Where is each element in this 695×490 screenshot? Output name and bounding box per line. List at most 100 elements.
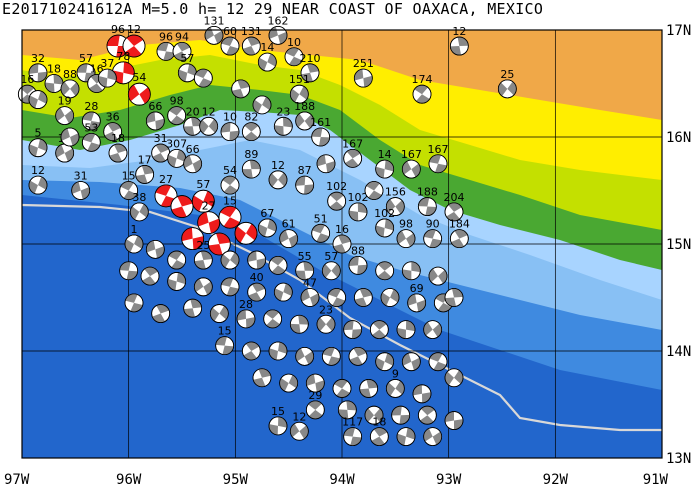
- focal-mechanism[interactable]: [343, 320, 363, 340]
- focal-mechanism[interactable]: [348, 346, 368, 366]
- focal-mechanism[interactable]: 12: [289, 410, 309, 441]
- focal-mechanism[interactable]: [231, 79, 251, 99]
- focal-mechanism[interactable]: [241, 341, 261, 361]
- focal-mechanism[interactable]: 18: [369, 416, 389, 447]
- focal-mechanism[interactable]: 88: [60, 68, 80, 99]
- focal-mechanism[interactable]: [428, 266, 448, 286]
- focal-mechanism[interactable]: 27: [197, 200, 221, 235]
- focal-mechanism[interactable]: 167: [401, 148, 422, 179]
- focal-mechanism[interactable]: [321, 346, 341, 366]
- focal-mechanism[interactable]: 90: [423, 218, 443, 249]
- focal-mechanism[interactable]: 66: [183, 143, 203, 174]
- focal-mechanism[interactable]: [423, 320, 443, 340]
- focal-mechanism[interactable]: 15: [218, 194, 242, 229]
- focal-mechanism[interactable]: 17: [135, 153, 155, 184]
- focal-mechanism[interactable]: 60: [220, 25, 240, 56]
- focal-mechanism[interactable]: [396, 320, 416, 340]
- focal-mechanism[interactable]: 18: [44, 63, 64, 93]
- focal-mechanism[interactable]: [145, 239, 165, 259]
- focal-mechanism[interactable]: 20: [183, 105, 203, 136]
- focal-mechanism[interactable]: [364, 181, 384, 200]
- focal-mechanism[interactable]: [295, 346, 315, 366]
- focal-mechanism[interactable]: [359, 379, 379, 398]
- focal-mechanism[interactable]: 1: [124, 223, 144, 254]
- focal-mechanism[interactable]: 28: [236, 298, 256, 329]
- focal-mechanism[interactable]: 98: [167, 95, 187, 125]
- focal-mechanism[interactable]: 98: [396, 218, 416, 249]
- focal-mechanism[interactable]: [181, 227, 205, 251]
- focal-mechanism[interactable]: 57: [177, 52, 197, 83]
- focal-mechanism[interactable]: [417, 405, 437, 425]
- focal-mechanism[interactable]: 161: [310, 116, 331, 147]
- focal-mechanism[interactable]: [337, 400, 357, 420]
- focal-mechanism[interactable]: 210: [300, 52, 321, 83]
- focal-mechanism[interactable]: [369, 320, 389, 340]
- focal-mechanism[interactable]: 14: [375, 148, 395, 179]
- focal-mechanism[interactable]: 19: [55, 95, 75, 125]
- focal-mechanism[interactable]: 25: [497, 68, 517, 99]
- focal-mechanism[interactable]: 57: [191, 178, 215, 213]
- focal-mechanism[interactable]: 54: [127, 71, 151, 106]
- focal-mechanism[interactable]: [140, 266, 160, 286]
- focal-mechanism[interactable]: [220, 250, 240, 270]
- focal-mechanism[interactable]: [327, 288, 347, 307]
- focal-mechanism[interactable]: [151, 304, 171, 323]
- focal-mechanism[interactable]: 15: [268, 405, 288, 436]
- focal-mechanism[interactable]: [183, 298, 203, 318]
- focal-mechanism[interactable]: 69: [407, 282, 427, 313]
- focal-mechanism[interactable]: [167, 250, 187, 270]
- focal-mechanism[interactable]: [60, 127, 80, 147]
- focal-mechanism[interactable]: 5: [28, 127, 48, 158]
- focal-mechanism[interactable]: [401, 352, 421, 372]
- focal-mechanism[interactable]: [170, 195, 194, 218]
- focal-mechanism[interactable]: 88: [348, 244, 368, 275]
- focal-mechanism[interactable]: 36: [103, 111, 123, 142]
- focal-mechanism[interactable]: 9: [385, 367, 405, 398]
- focal-mechanism[interactable]: 12: [28, 164, 48, 195]
- focal-mechanism[interactable]: [268, 341, 288, 361]
- focal-mechanism[interactable]: 117: [342, 416, 363, 447]
- focal-mechanism[interactable]: 82: [241, 111, 261, 142]
- focal-mechanism[interactable]: 174: [412, 73, 433, 104]
- focal-mechanism[interactable]: 251: [353, 57, 374, 88]
- focal-mechanism[interactable]: 151: [289, 73, 310, 104]
- focal-mechanism[interactable]: 94: [172, 30, 192, 61]
- focal-mechanism[interactable]: 25: [193, 239, 213, 270]
- focal-mechanism[interactable]: [428, 352, 448, 372]
- focal-mechanism[interactable]: 102: [348, 191, 369, 222]
- focal-mechanism[interactable]: [375, 261, 395, 281]
- focal-mechanism[interactable]: [268, 255, 288, 275]
- focal-mechanism[interactable]: [247, 250, 267, 270]
- focal-mechanism[interactable]: 12: [199, 105, 219, 136]
- focal-mechanism[interactable]: [119, 261, 139, 281]
- focal-mechanism[interactable]: 89: [241, 148, 261, 179]
- focal-mechanism[interactable]: 23: [316, 303, 336, 334]
- focal-mechanism[interactable]: [279, 373, 299, 393]
- focal-mechanism[interactable]: 55: [295, 250, 315, 281]
- focal-mechanism[interactable]: 37: [97, 57, 117, 88]
- focal-mechanism[interactable]: [193, 277, 213, 297]
- focal-mechanism[interactable]: [444, 368, 464, 388]
- focal-mechanism[interactable]: 47: [300, 277, 320, 307]
- focal-mechanism[interactable]: 23: [273, 105, 293, 136]
- focal-mechanism[interactable]: 40: [247, 271, 267, 302]
- focal-mechanism[interactable]: 10: [284, 36, 304, 67]
- focal-mechanism[interactable]: [273, 282, 293, 302]
- focal-mechanism[interactable]: [252, 95, 272, 115]
- focal-mechanism[interactable]: [289, 314, 309, 334]
- focal-mechanism[interactable]: [396, 427, 416, 447]
- focal-mechanism[interactable]: [391, 405, 411, 425]
- focal-mechanism[interactable]: 188: [417, 186, 438, 216]
- focal-mechanism[interactable]: 10: [220, 111, 240, 142]
- focal-mechanism[interactable]: 18: [108, 132, 128, 163]
- focal-mechanism[interactable]: [316, 154, 336, 174]
- focal-mechanism[interactable]: 57: [321, 250, 341, 281]
- focal-mechanism[interactable]: [167, 272, 187, 291]
- focal-mechanism[interactable]: [305, 373, 325, 393]
- focal-mechanism[interactable]: [401, 261, 421, 281]
- focal-mechanism[interactable]: 87: [295, 164, 315, 195]
- focal-mechanism[interactable]: [220, 277, 240, 297]
- focal-mechanism[interactable]: [380, 288, 400, 307]
- focal-mechanism[interactable]: 156: [385, 186, 406, 216]
- focal-mechanism[interactable]: 12: [449, 25, 469, 56]
